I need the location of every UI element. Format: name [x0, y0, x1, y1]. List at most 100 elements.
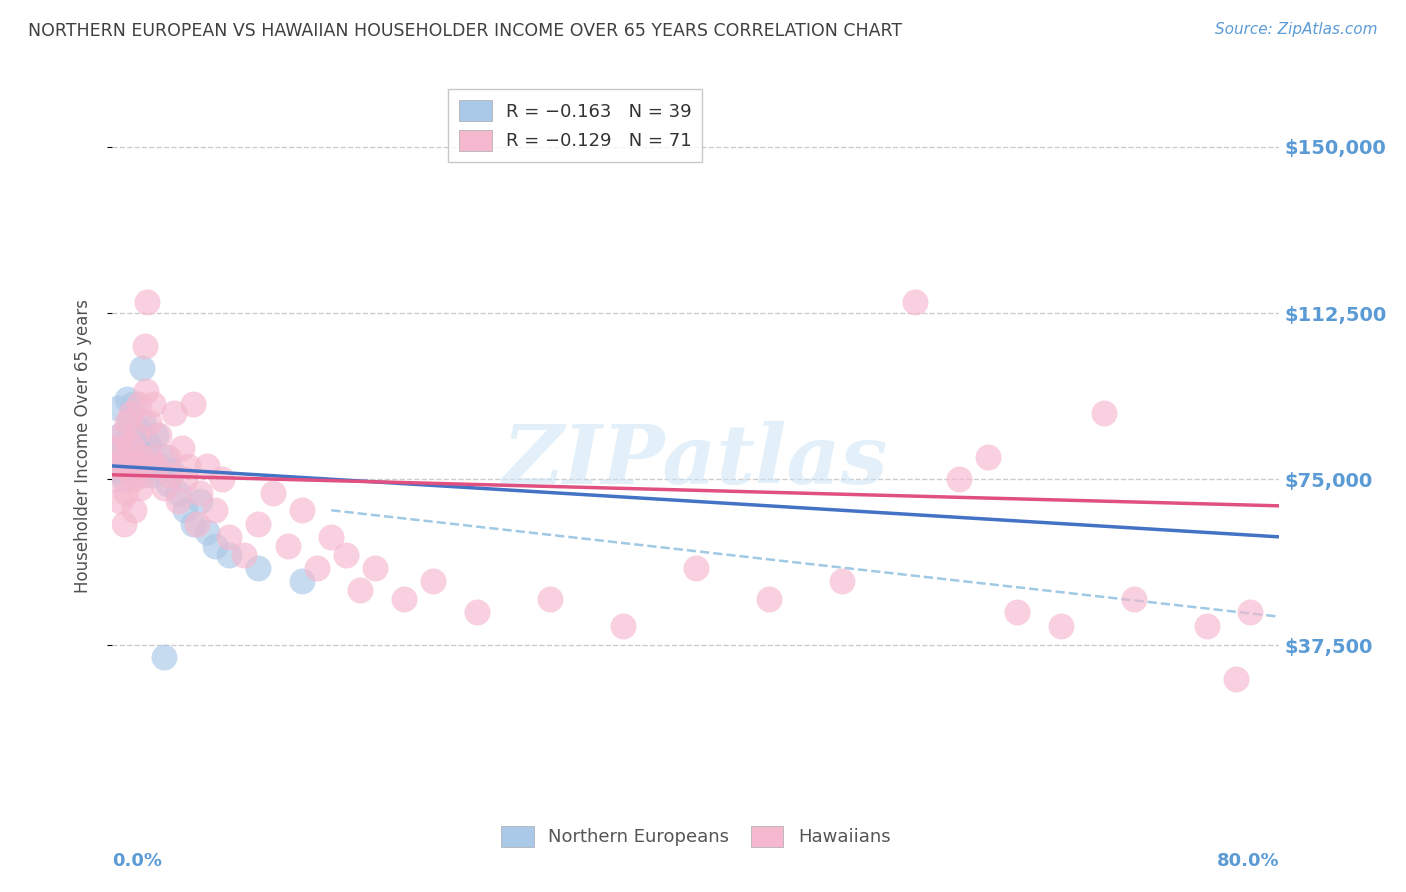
Text: NORTHERN EUROPEAN VS HAWAIIAN HOUSEHOLDER INCOME OVER 65 YEARS CORRELATION CHART: NORTHERN EUROPEAN VS HAWAIIAN HOUSEHOLDE… [28, 22, 903, 40]
Point [120, 450, 142, 464]
Point [1239, 605, 1261, 619]
Point [108, 428, 131, 442]
Point [976, 450, 998, 464]
Point [160, 463, 183, 477]
Text: Source: ZipAtlas.com: Source: ZipAtlas.com [1215, 22, 1378, 37]
Point [148, 458, 170, 473]
Point [195, 525, 218, 540]
Point [188, 494, 211, 508]
Point [904, 294, 927, 309]
Point [232, 548, 254, 562]
Point [127, 441, 149, 455]
Point [110, 454, 132, 468]
Point [142, 397, 165, 411]
Point [152, 481, 174, 495]
Point [138, 437, 160, 451]
Point [394, 591, 416, 606]
Point [152, 450, 174, 464]
Point [174, 503, 197, 517]
Point [1195, 618, 1218, 632]
Point [124, 503, 146, 517]
Point [758, 591, 780, 606]
Point [128, 397, 150, 411]
Point [291, 574, 314, 589]
Point [107, 458, 129, 473]
Point [218, 548, 240, 562]
Point [134, 339, 156, 353]
Point [145, 458, 167, 473]
Point [148, 428, 170, 442]
Point [335, 548, 357, 562]
Point [218, 530, 240, 544]
Point [321, 530, 343, 544]
Point [129, 481, 152, 495]
Point [131, 361, 153, 376]
Point [305, 561, 328, 575]
Point [247, 561, 270, 575]
Point [135, 384, 157, 398]
Point [174, 472, 197, 486]
Point [131, 450, 153, 464]
Point [136, 294, 159, 309]
Point [276, 539, 298, 553]
Point [112, 516, 135, 531]
Point [181, 397, 204, 411]
Point [160, 467, 183, 482]
Point [204, 539, 226, 553]
Point [135, 458, 157, 473]
Point [118, 428, 141, 442]
Point [125, 458, 148, 473]
Point [139, 450, 162, 464]
Point [114, 485, 136, 500]
Point [188, 485, 211, 500]
Point [349, 583, 371, 598]
Point [948, 472, 970, 486]
Point [104, 472, 127, 486]
Point [108, 494, 131, 508]
Point [1049, 618, 1071, 632]
Point [612, 618, 634, 632]
Point [112, 472, 135, 486]
Point [134, 433, 156, 447]
Point [122, 472, 145, 486]
Text: 80.0%: 80.0% [1216, 852, 1279, 870]
Point [211, 472, 233, 486]
Point [186, 516, 208, 531]
Point [127, 428, 149, 442]
Point [117, 415, 139, 429]
Point [141, 467, 163, 482]
Point [167, 494, 190, 508]
Point [118, 437, 141, 451]
Y-axis label: Householder Income Over 65 years: Householder Income Over 65 years [73, 299, 91, 593]
Point [105, 463, 128, 477]
Point [177, 458, 200, 473]
Point [247, 516, 270, 531]
Point [181, 516, 204, 531]
Point [291, 503, 314, 517]
Point [195, 458, 218, 473]
Point [111, 437, 134, 451]
Point [129, 467, 152, 482]
Point [262, 485, 284, 500]
Point [1225, 672, 1247, 686]
Point [122, 397, 145, 411]
Point [167, 485, 190, 500]
Point [156, 476, 179, 491]
Point [105, 441, 128, 455]
Point [138, 415, 160, 429]
Point [163, 406, 186, 420]
Point [204, 503, 226, 517]
Point [128, 424, 150, 438]
Point [132, 467, 155, 482]
Point [110, 428, 132, 442]
Point [172, 441, 194, 455]
Point [114, 463, 136, 477]
Point [115, 415, 138, 429]
Point [465, 605, 488, 619]
Point [831, 574, 853, 589]
Point [538, 591, 561, 606]
Point [1122, 591, 1144, 606]
Text: 0.0%: 0.0% [112, 852, 163, 870]
Legend: Northern Europeans, Hawaiians: Northern Europeans, Hawaiians [494, 819, 898, 854]
Point [104, 450, 127, 464]
